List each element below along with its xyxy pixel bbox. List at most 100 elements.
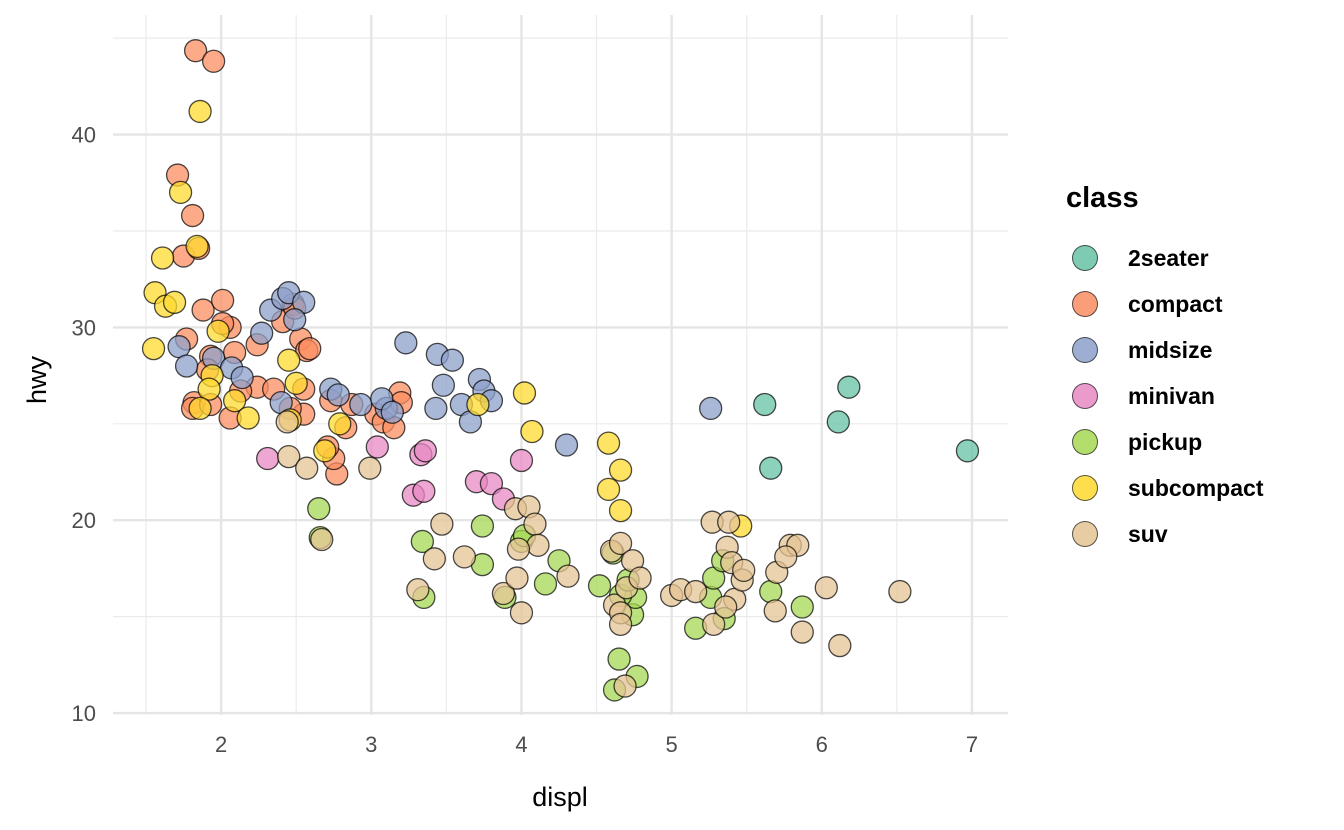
point-minivan — [256, 446, 280, 471]
point-suv — [888, 579, 912, 604]
legend-item-midsize: midsize — [1066, 327, 1263, 373]
point-suv — [406, 578, 430, 602]
point-subcompact — [466, 392, 490, 417]
point-suv — [556, 564, 580, 588]
point-suv — [277, 444, 301, 469]
point-suv — [608, 612, 633, 637]
point-suv — [491, 581, 516, 606]
legend-items: 2seater compact midsize minivan pickup subcom… — [1066, 235, 1263, 557]
legend-item-pickup: pickup — [1066, 419, 1263, 465]
point-pickup — [790, 595, 814, 619]
x-tick-label: 7 — [966, 732, 978, 757]
point-suv — [790, 620, 814, 644]
point-suv — [523, 512, 547, 536]
point-suv — [613, 674, 637, 698]
point-subcompact — [608, 498, 633, 523]
point-compact — [298, 336, 322, 361]
point-2seater — [955, 439, 980, 463]
point-suv — [732, 558, 756, 583]
point-midsize — [440, 348, 465, 372]
point-midsize — [349, 392, 373, 417]
point-subcompact — [236, 406, 260, 430]
point-subcompact — [284, 371, 308, 395]
point-suv — [702, 612, 726, 637]
point-subcompact — [512, 381, 537, 405]
x-tick-label: 6 — [816, 732, 828, 757]
point-suv — [828, 633, 852, 658]
point-2seater — [826, 410, 850, 434]
point-subcompact — [168, 180, 193, 205]
point-subcompact — [185, 234, 209, 259]
legend-label: minivan — [1128, 382, 1215, 409]
legend-key-icon — [1072, 521, 1098, 547]
point-subcompact — [141, 336, 166, 361]
y-tick-labels: 10 20 30 40 — [72, 123, 96, 727]
legend-key-icon — [1072, 429, 1098, 455]
x-tick-label: 3 — [365, 732, 377, 757]
point-midsize — [174, 354, 199, 378]
point-2seater — [759, 456, 783, 480]
legend-item-minivan: minivan — [1066, 373, 1263, 419]
point-pickup — [307, 497, 331, 521]
point-minivan — [509, 448, 534, 473]
point-suv — [814, 576, 838, 600]
point-suv — [608, 531, 633, 556]
x-tick-label: 2 — [215, 732, 227, 757]
legend-label: 2seater — [1128, 244, 1209, 271]
point-minivan — [479, 471, 504, 496]
point-suv — [430, 512, 454, 536]
y-tick-label: 30 — [72, 315, 96, 340]
legend-key-icon — [1072, 291, 1098, 317]
legend-item-subcompact: subcompact — [1066, 465, 1263, 511]
point-subcompact — [188, 396, 212, 421]
point-minivan — [412, 479, 436, 503]
x-axis-title: displ — [532, 782, 588, 812]
point-midsize — [424, 396, 448, 421]
point-compact — [210, 288, 235, 313]
point-suv — [717, 510, 741, 534]
point-2seater — [753, 392, 777, 417]
point-suv — [509, 601, 534, 625]
point-subcompact — [162, 290, 187, 314]
legend-key-icon — [1072, 475, 1098, 501]
point-subcompact — [277, 348, 301, 372]
point-suv — [295, 456, 319, 480]
point-suv — [506, 537, 531, 561]
legend-label: compact — [1128, 290, 1223, 317]
point-subcompact — [206, 319, 230, 343]
points — [141, 39, 980, 702]
point-pickup — [410, 529, 434, 554]
point-suv — [774, 545, 798, 569]
point-midsize — [394, 331, 418, 355]
point-midsize — [554, 433, 579, 457]
point-midsize — [283, 308, 307, 332]
point-subcompact — [328, 412, 352, 436]
point-pickup — [607, 647, 631, 671]
point-midsize — [699, 396, 723, 421]
legend-label: suv — [1128, 520, 1168, 547]
point-suv — [358, 456, 382, 480]
point-compact — [183, 39, 208, 63]
point-pickup — [759, 579, 783, 604]
y-tick-label: 40 — [72, 123, 96, 148]
point-subcompact — [197, 377, 221, 401]
point-2seater — [837, 375, 861, 399]
point-suv — [310, 527, 334, 552]
point-suv — [505, 566, 529, 590]
x-tick-label: 4 — [515, 732, 527, 757]
point-suv — [275, 410, 299, 434]
legend-key-icon — [1072, 245, 1098, 271]
legend-label: midsize — [1128, 336, 1213, 363]
point-suv — [526, 533, 550, 557]
point-subcompact — [596, 431, 621, 455]
point-midsize — [230, 365, 254, 390]
point-midsize — [250, 321, 274, 345]
point-pickup — [470, 514, 495, 538]
legend-label: subcompact — [1128, 474, 1264, 501]
point-suv — [422, 547, 447, 571]
legend-key-icon — [1072, 383, 1098, 409]
point-midsize — [326, 383, 350, 407]
y-axis-title: hwy — [22, 355, 52, 404]
point-subcompact — [150, 246, 175, 270]
